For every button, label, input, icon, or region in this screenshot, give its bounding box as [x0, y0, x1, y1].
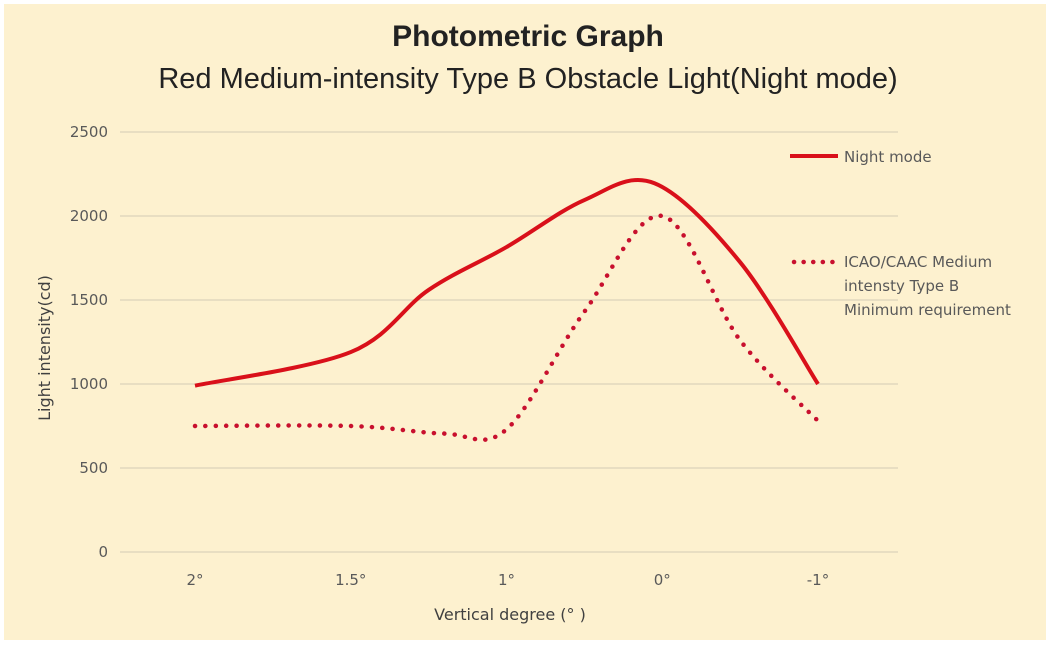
legend-label-icao-line-1: ICAO/CAAC Medium — [844, 253, 992, 271]
legend-label-icao-line-2: intensty Type B — [844, 277, 959, 295]
legend-label-night-mode: Night mode — [844, 148, 932, 166]
series-line-night-mode — [194, 177, 820, 388]
legend: Night mode ICAO/CAAC Medium intensty Typ… — [790, 148, 1011, 319]
x-tick-label: 1° — [498, 571, 515, 589]
chart-area: Photometric Graph Red Medium-intensity T… — [4, 4, 1046, 640]
gridlines — [120, 131, 898, 553]
x-tick-label: -1° — [807, 571, 829, 589]
y-axis-ticks: 0 500 1000 1500 2000 2500 — [70, 123, 108, 561]
y-tick-label: 500 — [79, 459, 108, 477]
y-axis-label: Light intensity(cd) — [35, 275, 54, 421]
chart-title: Photometric Graph — [392, 20, 664, 53]
legend-label-icao-line-3: Minimum requirement — [844, 301, 1011, 319]
y-tick-label: 0 — [98, 543, 108, 561]
y-tick-label: 1500 — [70, 291, 108, 309]
x-axis-label: Vertical degree (° ) — [434, 605, 586, 624]
y-tick-label: 2500 — [70, 123, 108, 141]
y-tick-label: 1000 — [70, 375, 108, 393]
series-line-icao-minimum — [192, 213, 821, 442]
series-lines — [192, 177, 821, 442]
chart-svg: Photometric Graph Red Medium-intensity T… — [35, 20, 1011, 624]
x-tick-label: 2° — [186, 571, 203, 589]
chart-subtitle: Red Medium-intensity Type B Obstacle Lig… — [158, 63, 897, 95]
x-axis-ticks: 2° 1.5° 1° 0° -1° — [186, 571, 829, 589]
y-tick-label: 2000 — [70, 207, 108, 225]
x-tick-label: 0° — [654, 571, 671, 589]
x-tick-label: 1.5° — [335, 571, 366, 589]
